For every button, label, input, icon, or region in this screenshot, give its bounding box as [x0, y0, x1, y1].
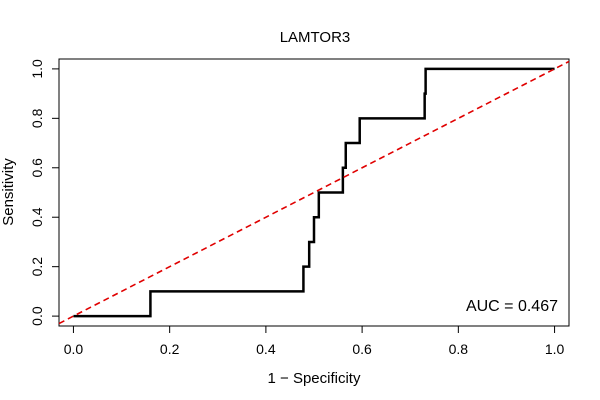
x-tick-label: 0.2: [160, 341, 180, 357]
y-axis: 0.0 0.2 0.4 0.6 0.8 1.0: [29, 59, 60, 326]
x-tick-label: 0.0: [64, 341, 84, 357]
x-tick-label: 0.8: [449, 341, 469, 357]
x-tick-label: 0.4: [256, 341, 276, 357]
plot-frame: [58, 58, 570, 327]
diagonal-reference-line: [58, 60, 570, 325]
y-axis-label: Sensitivity: [0, 158, 17, 226]
chart-title: LAMTOR3: [280, 29, 351, 46]
y-tick-label: 0.2: [29, 257, 45, 277]
x-tick-label: 1.0: [545, 341, 565, 357]
y-tick-label: 0.8: [29, 108, 45, 128]
roc-curve: [73, 67, 555, 318]
y-tick-label: 0.6: [29, 158, 45, 178]
series-layer: [58, 60, 570, 325]
y-tick-label: 0.4: [29, 207, 45, 227]
x-tick-label: 0.6: [352, 341, 372, 357]
x-axis: 0.0 0.2 0.4 0.6 0.8 1.0: [64, 325, 565, 357]
y-tick-label: 1.0: [29, 59, 45, 79]
y-tick-label: 0.0: [29, 306, 45, 326]
auc-annotation: AUC = 0.467: [466, 298, 558, 315]
x-axis-label: 1 − Specificity: [268, 370, 361, 387]
